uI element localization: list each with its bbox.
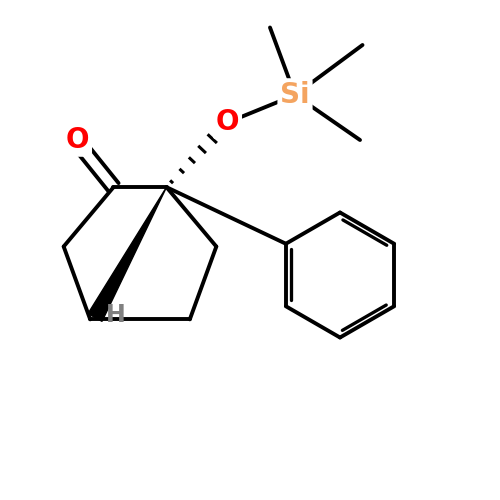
Text: O: O	[66, 126, 89, 154]
Polygon shape	[88, 187, 166, 322]
Text: O: O	[216, 108, 240, 136]
Text: H: H	[106, 303, 126, 327]
Text: Si: Si	[280, 81, 310, 109]
